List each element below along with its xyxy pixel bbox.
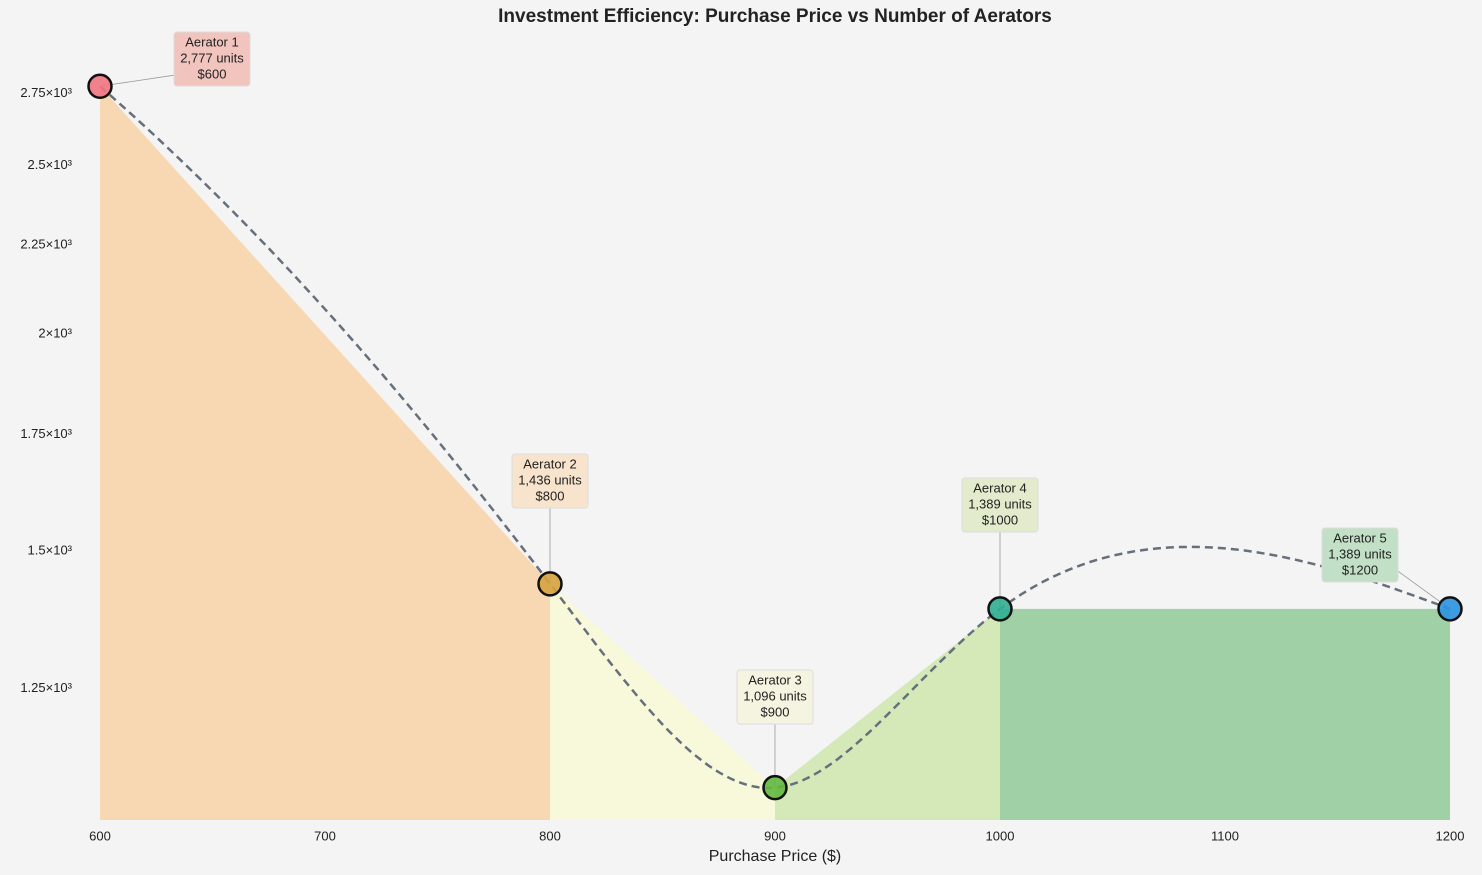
area-segment [1000,608,1450,820]
annotation-box [1321,527,1399,583]
annotation-price: $1000 [982,512,1018,527]
x-tick-label: 1100 [1211,828,1239,843]
area-segment [100,86,550,820]
point [762,774,788,801]
annotation-price: $800 [536,488,565,503]
y-tick-label: 2.5×10³ [28,157,73,172]
annotation-box [511,453,589,509]
annotation-price: $1200 [1342,562,1378,577]
annotation-box [736,669,814,725]
y-tick-label: 2×10³ [38,325,72,340]
annotation-name: Aerator 3 [748,672,801,687]
point [537,571,563,597]
annotation-price: $900 [761,704,790,719]
y-tick-label: 2.75×10³ [20,85,72,100]
annotation-value: 1,436 units [518,472,582,487]
chart-title: Investment Efficiency: Purchase Price vs… [498,6,1052,27]
point [87,73,113,100]
annotation-box [961,477,1039,533]
y-tick-label: 1.75×10³ [20,426,72,441]
annotation-name: Aerator 1 [185,34,238,49]
annotation-name: Aerator 5 [1333,530,1386,545]
x-tick-label: 1200 [1436,828,1465,843]
annotation-value: 2,777 units [180,50,244,65]
annotation-box [173,31,251,87]
area-segment [550,583,775,820]
x-tick-label: 600 [89,828,111,843]
x-tick-label: 900 [764,828,786,843]
y-tick-label: 1.5×10³ [28,542,73,557]
annotation-value: 1,389 units [1328,546,1392,561]
x-tick-label: 800 [539,828,561,843]
annotation-value: 1,096 units [743,688,807,703]
x-tick-label: 700 [314,828,336,843]
x-tick-label: 1000 [986,828,1015,843]
trend-curve [99,85,1451,790]
point [1437,596,1463,622]
y-tick-label: 1.25×10³ [20,680,72,695]
annotation-price: $600 [198,66,227,81]
point [987,596,1013,622]
annotation-name: Aerator 4 [973,480,1026,495]
y-tick-label: 2.25×10³ [20,236,72,251]
annotation-value: 1,389 units [968,496,1032,511]
x-axis-label: Purchase Price ($) [709,848,842,865]
annotation-name: Aerator 2 [523,456,576,471]
